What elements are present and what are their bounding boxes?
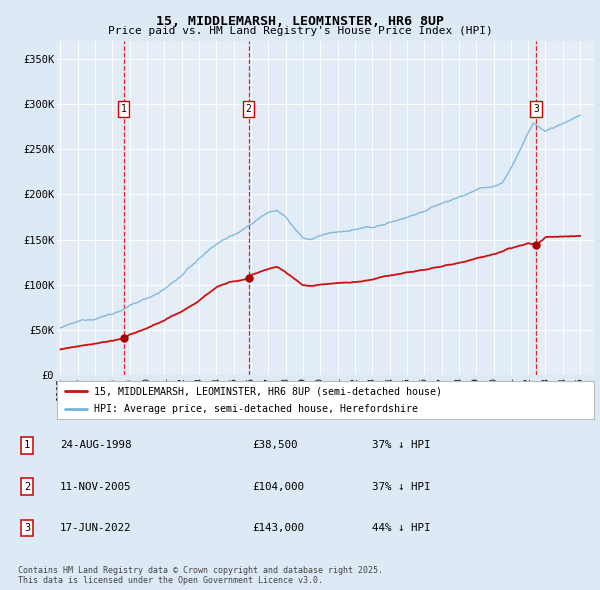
Text: £143,000: £143,000	[252, 523, 304, 533]
Text: Contains HM Land Registry data © Crown copyright and database right 2025.
This d: Contains HM Land Registry data © Crown c…	[18, 566, 383, 585]
Text: 24-AUG-1998: 24-AUG-1998	[60, 441, 131, 450]
Text: 37% ↓ HPI: 37% ↓ HPI	[372, 482, 431, 491]
Text: £104,000: £104,000	[252, 482, 304, 491]
Text: 44% ↓ HPI: 44% ↓ HPI	[372, 523, 431, 533]
Bar	[57, 41, 124, 375]
Text: 1: 1	[121, 104, 127, 114]
Text: Price paid vs. HM Land Registry's House Price Index (HPI): Price paid vs. HM Land Registry's House …	[107, 26, 493, 36]
Text: 2: 2	[245, 104, 251, 114]
Text: 3: 3	[533, 104, 539, 114]
Text: 1: 1	[24, 441, 30, 450]
Text: 17-JUN-2022: 17-JUN-2022	[60, 523, 131, 533]
Text: 15, MIDDLEMARSH, LEOMINSTER, HR6 8UP: 15, MIDDLEMARSH, LEOMINSTER, HR6 8UP	[156, 15, 444, 28]
Text: HPI: Average price, semi-detached house, Herefordshire: HPI: Average price, semi-detached house,…	[94, 404, 418, 414]
Bar	[536, 41, 594, 375]
Bar	[124, 41, 248, 375]
Text: 3: 3	[24, 523, 30, 533]
Text: £38,500: £38,500	[252, 441, 298, 450]
Bar	[248, 41, 536, 375]
Text: 11-NOV-2005: 11-NOV-2005	[60, 482, 131, 491]
Text: 2: 2	[24, 482, 30, 491]
Text: 15, MIDDLEMARSH, LEOMINSTER, HR6 8UP (semi-detached house): 15, MIDDLEMARSH, LEOMINSTER, HR6 8UP (se…	[94, 386, 442, 396]
Text: 37% ↓ HPI: 37% ↓ HPI	[372, 441, 431, 450]
